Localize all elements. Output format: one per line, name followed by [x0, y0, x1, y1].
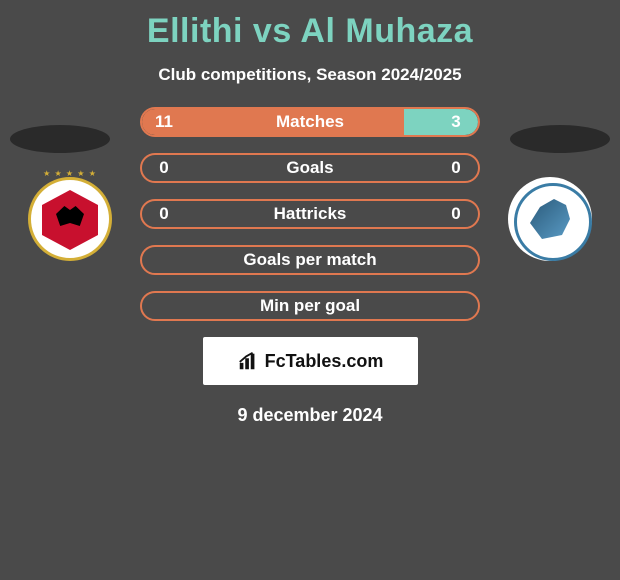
- brand-text: FcTables.com: [265, 351, 384, 372]
- bar-right-value: 0: [434, 158, 478, 178]
- shadow-right: [510, 125, 610, 153]
- bar-label: Matches: [186, 112, 434, 132]
- mountain-icon: [530, 199, 570, 239]
- date-line: 9 december 2024: [0, 405, 620, 426]
- bar-goals: 0 Goals 0: [140, 153, 480, 183]
- bar-label: Goals per match: [186, 250, 434, 270]
- team-right-logo: [500, 177, 600, 265]
- bar-goals-per-match: Goals per match: [140, 245, 480, 275]
- bar-left-value: 11: [142, 112, 186, 132]
- bar-min-per-goal: Min per goal: [140, 291, 480, 321]
- bar-left-value: 0: [142, 204, 186, 224]
- stats-bars: 11 Matches 3 0 Goals 0 0 Hattricks 0 Goa…: [140, 107, 480, 321]
- team-left-logo: ★ ★ ★ ★ ★: [20, 177, 120, 265]
- bar-label: Goals: [186, 158, 434, 178]
- bar-left-value: 0: [142, 158, 186, 178]
- shadow-left: [10, 125, 110, 153]
- page-title: Ellithi vs Al Muhaza: [0, 0, 620, 51]
- bar-right-value: 0: [434, 204, 478, 224]
- brand-box[interactable]: FcTables.com: [203, 337, 418, 385]
- shield-icon: [28, 177, 112, 261]
- bar-label: Min per goal: [186, 296, 434, 316]
- bar-matches: 11 Matches 3: [140, 107, 480, 137]
- emblem-icon: [508, 177, 592, 261]
- bar-chart-icon: [237, 350, 259, 372]
- bar-right-value: 3: [434, 112, 478, 132]
- page-subtitle: Club competitions, Season 2024/2025: [0, 65, 620, 85]
- bar-label: Hattricks: [186, 204, 434, 224]
- bar-hattricks: 0 Hattricks 0: [140, 199, 480, 229]
